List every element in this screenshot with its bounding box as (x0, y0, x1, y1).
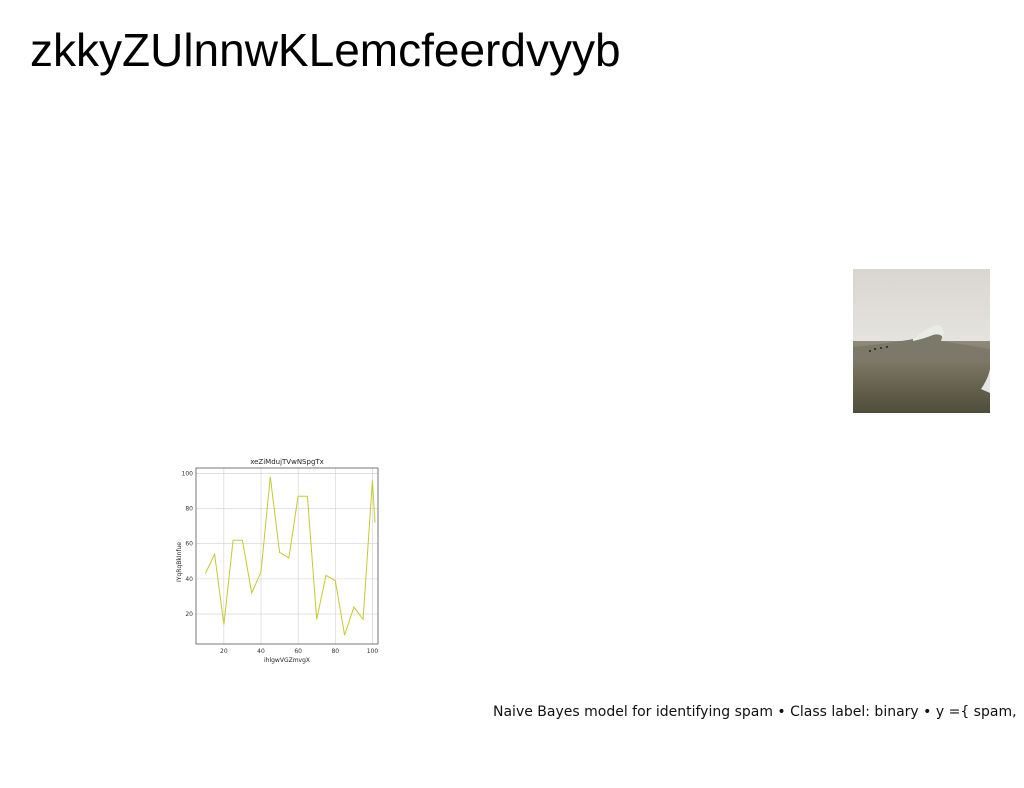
y-tick-label: 60 (185, 541, 193, 548)
x-tick-label: 100 (367, 648, 379, 655)
y-tick-label: 80 (185, 505, 193, 512)
chart-title: xeZiMdujTVwNSpgTx (250, 458, 324, 466)
x-tick-label: 80 (331, 648, 339, 655)
line-chart: xeZiMdujTVwNSpgTx ihlgwVGZmvgX IYqRqBkIn… (172, 452, 384, 670)
y-tick-label: 20 (185, 611, 193, 618)
wave-image (853, 269, 990, 413)
slide-caption: Naive Bayes model for identifying spam •… (493, 704, 1017, 720)
x-tick-label: 20 (220, 648, 228, 655)
chart-x-axis-label: ihlgwVGZmvgX (264, 657, 310, 664)
chart-plot-frame (195, 467, 379, 645)
chart-y-axis-label: IYqRqBkInfue (176, 542, 183, 582)
x-tick-label: 40 (257, 648, 265, 655)
wave-photo (853, 269, 990, 413)
y-tick-label: 40 (185, 576, 193, 583)
chart-series (204, 476, 376, 636)
chart-ticks: 20 40 60 80 100 20 40 60 80 100 (182, 470, 379, 655)
line-chart-svg: xeZiMdujTVwNSpgTx ihlgwVGZmvgX IYqRqBkIn… (176, 458, 379, 664)
x-tick-label: 60 (294, 648, 302, 655)
slide-title: zkkyZUlnnwKLemcfeerdvyyb (30, 24, 621, 76)
chart-grid (196, 468, 378, 644)
series-line (204, 476, 376, 636)
y-tick-label: 100 (182, 470, 194, 477)
